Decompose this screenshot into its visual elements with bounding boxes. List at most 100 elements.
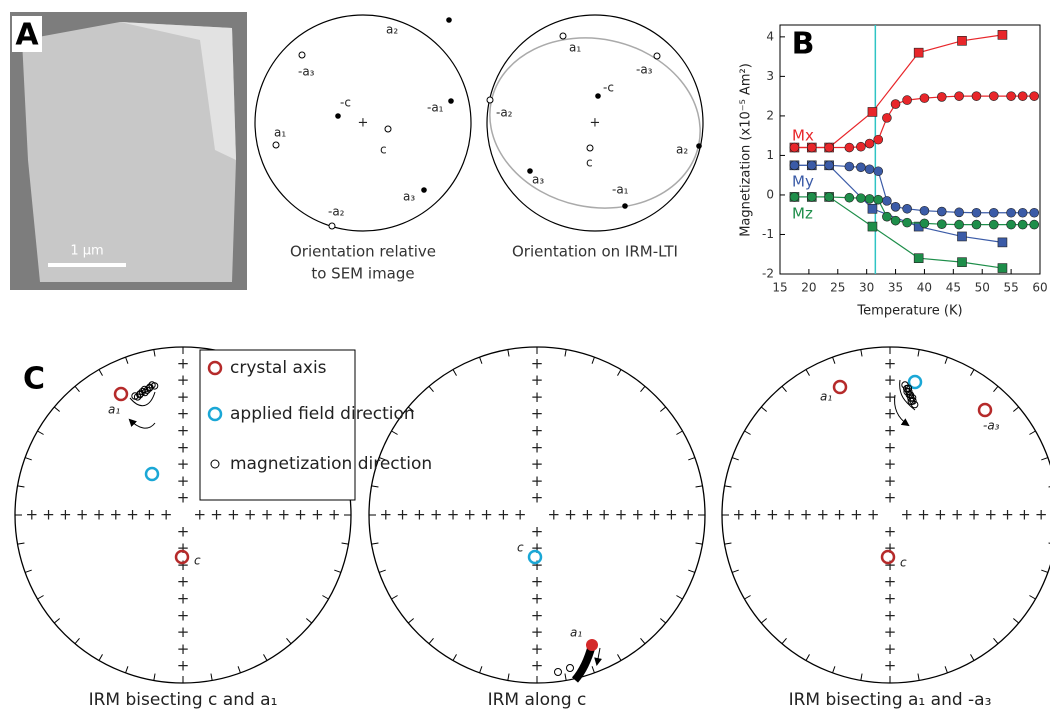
net-tick [1041,457,1049,461]
grid-cross: + [648,506,661,524]
data-point [954,207,964,218]
grid-cross: + [177,422,190,440]
axis-label: a₁ [108,403,120,417]
grid-cross: + [884,522,897,540]
axis-point [298,51,306,59]
net-tick [1041,569,1049,573]
net-tick [378,457,386,461]
y-axis-label: Magnetization (x10⁻⁵ Am²) [739,63,754,237]
magnetization-point [566,664,574,672]
data-point [844,142,855,153]
data-point [957,231,967,242]
grid-cross: + [143,506,156,524]
data-point [971,91,982,101]
net-tick [688,569,696,573]
net-tick [1029,430,1036,435]
axis-label: c [194,554,201,568]
data-point [902,217,912,228]
data-point [824,142,834,153]
grid-cross: + [985,506,998,524]
data-point [882,211,892,222]
stereonet: ++++++++++++++++++++++++++++++++++++ [368,346,706,684]
data-point [1029,207,1040,218]
net-tick [676,430,683,435]
magnetization-point [554,668,562,676]
magnetization-point [908,394,917,402]
axis-point [335,113,341,119]
x-tick-label: 55 [1003,281,1018,295]
x-tick-label: 20 [801,281,816,295]
data-point [936,219,947,229]
grid-cross: + [531,388,544,406]
net-tick [688,457,696,461]
data-point [997,237,1008,248]
net-tick [210,673,213,681]
net-tick [17,542,25,545]
grid-cross: + [531,371,544,389]
grid-cross: + [160,506,173,524]
data-point [867,221,878,232]
grid-cross: + [514,506,527,524]
panel-label: A [15,18,39,53]
data-point [936,92,947,102]
grid-cross: + [210,506,223,524]
trace [129,391,156,407]
data-point [864,138,875,149]
grid-cross: + [951,506,964,524]
net-tick [371,542,379,545]
data-point [844,161,855,172]
axis-point [595,93,601,99]
data-point [1006,207,1016,218]
axis-label: a₁ [570,626,582,640]
trend-arrow [594,647,603,666]
axis-label: -a₂ [328,205,345,219]
net-tick [286,638,292,645]
crystal-axis [113,386,129,402]
grid-cross: + [430,506,443,524]
grid-cross: + [194,506,207,524]
net-tick [371,485,379,488]
grid-cross: + [177,388,190,406]
net-tick [263,654,268,661]
axis-label: -a₁ [612,183,629,197]
data-point [864,194,875,204]
grid-cross: + [26,506,39,524]
data-point [1006,219,1016,230]
grid-cross: + [177,455,190,473]
grid-cross: + [917,506,930,524]
axis-point [272,141,280,149]
grid-cross: + [227,506,240,524]
net-tick [860,349,863,357]
net-tick [564,673,567,681]
net-tick [53,406,60,412]
data-point [890,215,901,226]
trend-arrow [128,418,156,429]
x-tick-label: 30 [859,281,874,295]
data-point [789,192,800,202]
data-point [902,203,912,214]
x-tick-label: 35 [888,281,903,295]
net-tick [378,569,386,573]
axis-point [653,52,661,60]
net-tick [37,595,44,600]
grid-cross: + [177,640,190,658]
data-point [913,253,924,263]
grid-cross: + [884,590,897,608]
crystal-axis [832,379,848,395]
field-direction [144,466,160,482]
center-cross: + [358,116,369,131]
net-tick [125,666,129,674]
magnetization-point [911,400,919,409]
net-tick [53,618,60,624]
stereonet: ++++++++++++++++++++++++++++++++++++ [721,346,1050,684]
net-tick [660,618,667,624]
x-tick-label: 45 [946,281,961,295]
net-tick [334,569,342,573]
grid-cross: + [1035,506,1048,524]
x-tick-label: 25 [830,281,845,295]
net-tick [1013,406,1020,412]
data-point [844,192,855,203]
caption: IRM bisecting a₁ and -a₃ [789,690,992,710]
x-tick-label: 40 [917,281,932,295]
